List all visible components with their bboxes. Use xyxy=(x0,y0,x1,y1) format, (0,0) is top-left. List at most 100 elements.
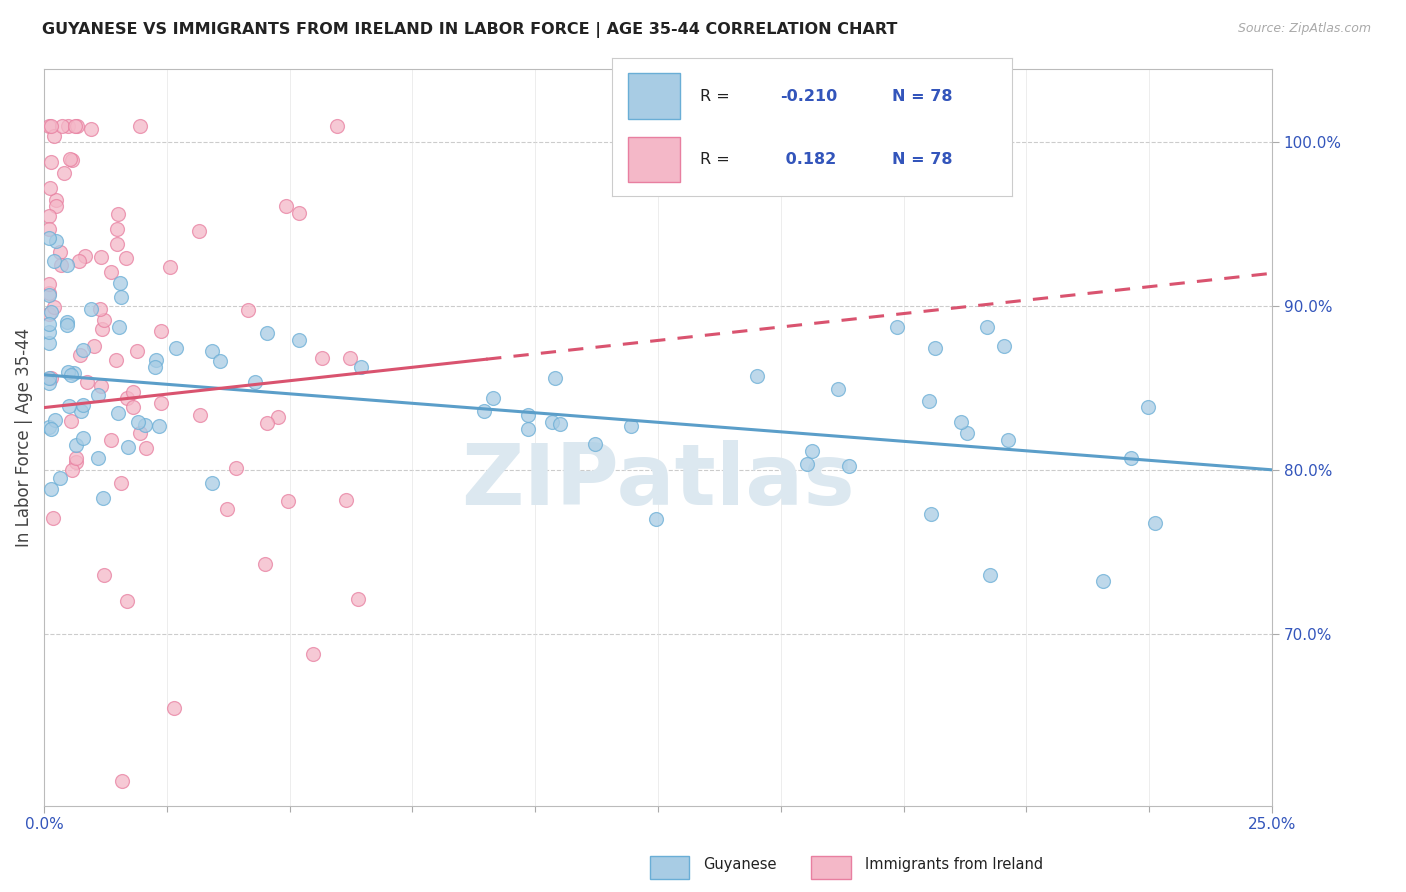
Point xyxy=(326,119,349,133)
Point xyxy=(107,207,129,221)
Point xyxy=(39,305,62,319)
Point xyxy=(134,418,156,433)
Point xyxy=(38,307,60,321)
Point xyxy=(51,258,73,272)
Point xyxy=(150,396,173,410)
Point xyxy=(45,194,67,208)
Point xyxy=(997,433,1019,447)
Point xyxy=(93,568,115,582)
Point xyxy=(80,302,103,317)
Point xyxy=(274,199,297,213)
Point xyxy=(350,360,373,375)
Point xyxy=(65,450,87,465)
Point xyxy=(122,400,145,414)
Point xyxy=(979,568,1001,582)
Point xyxy=(143,359,166,374)
Point xyxy=(115,392,138,406)
Point xyxy=(277,494,299,508)
Point xyxy=(115,252,138,266)
Point xyxy=(72,431,94,445)
Point xyxy=(110,475,132,490)
Point xyxy=(159,260,181,274)
Point xyxy=(108,277,131,291)
Point xyxy=(90,322,112,336)
Point xyxy=(516,422,538,436)
Point xyxy=(105,236,128,251)
Text: N = 78: N = 78 xyxy=(893,153,953,167)
Point xyxy=(65,119,87,133)
Point xyxy=(288,206,311,220)
Point xyxy=(44,413,66,427)
Point xyxy=(39,181,62,195)
Point xyxy=(83,338,105,352)
Point xyxy=(1119,450,1142,465)
Point xyxy=(201,343,224,358)
Point xyxy=(645,512,668,526)
Point xyxy=(163,700,186,714)
Point xyxy=(886,319,908,334)
Point xyxy=(89,302,111,317)
Point xyxy=(91,491,114,505)
Point xyxy=(135,441,157,455)
Text: R =: R = xyxy=(700,153,735,167)
FancyBboxPatch shape xyxy=(627,73,679,119)
Point xyxy=(53,166,76,180)
Text: -0.210: -0.210 xyxy=(780,88,837,103)
Point xyxy=(38,288,60,302)
Point xyxy=(39,154,62,169)
Point xyxy=(544,371,567,385)
Point xyxy=(236,303,259,318)
Point xyxy=(335,493,357,508)
Point xyxy=(59,368,82,382)
Point xyxy=(100,265,122,279)
Point xyxy=(976,320,998,334)
Point xyxy=(541,416,564,430)
Point xyxy=(93,312,115,326)
Point xyxy=(993,339,1015,353)
Point xyxy=(38,277,60,292)
Point xyxy=(55,318,77,332)
Point xyxy=(243,375,266,389)
Text: Source: ZipAtlas.com: Source: ZipAtlas.com xyxy=(1237,22,1371,36)
Point xyxy=(51,119,73,133)
Point xyxy=(56,258,79,272)
Y-axis label: In Labor Force | Age 35-44: In Labor Force | Age 35-44 xyxy=(15,327,32,547)
Point xyxy=(76,376,98,390)
Point xyxy=(838,458,860,473)
Point xyxy=(38,231,60,245)
Point xyxy=(287,333,309,347)
Point xyxy=(745,369,768,384)
Point xyxy=(122,385,145,400)
Point xyxy=(90,250,112,264)
Point xyxy=(188,408,211,422)
Point xyxy=(65,455,87,469)
Point xyxy=(148,419,170,434)
Point xyxy=(301,647,323,661)
Point xyxy=(45,198,67,212)
Point xyxy=(73,249,96,263)
Text: ZIPatlas: ZIPatlas xyxy=(461,440,855,523)
Point xyxy=(60,463,83,477)
Point xyxy=(918,393,941,408)
Point xyxy=(347,592,370,607)
Text: 0.182: 0.182 xyxy=(780,153,837,167)
Point xyxy=(59,413,82,427)
Point xyxy=(115,594,138,608)
Point xyxy=(111,774,134,789)
Point xyxy=(72,343,94,357)
Point xyxy=(38,336,60,351)
Point xyxy=(110,290,132,304)
Point xyxy=(38,119,60,133)
Point xyxy=(87,387,110,401)
Point xyxy=(1144,516,1167,530)
Point xyxy=(38,210,60,224)
Point xyxy=(256,326,278,341)
Point xyxy=(49,471,72,485)
Point xyxy=(69,348,91,362)
Point xyxy=(80,122,103,136)
Point xyxy=(517,408,540,422)
Point xyxy=(165,341,187,355)
Point xyxy=(620,418,643,433)
Point xyxy=(105,221,128,235)
Point xyxy=(38,286,60,301)
